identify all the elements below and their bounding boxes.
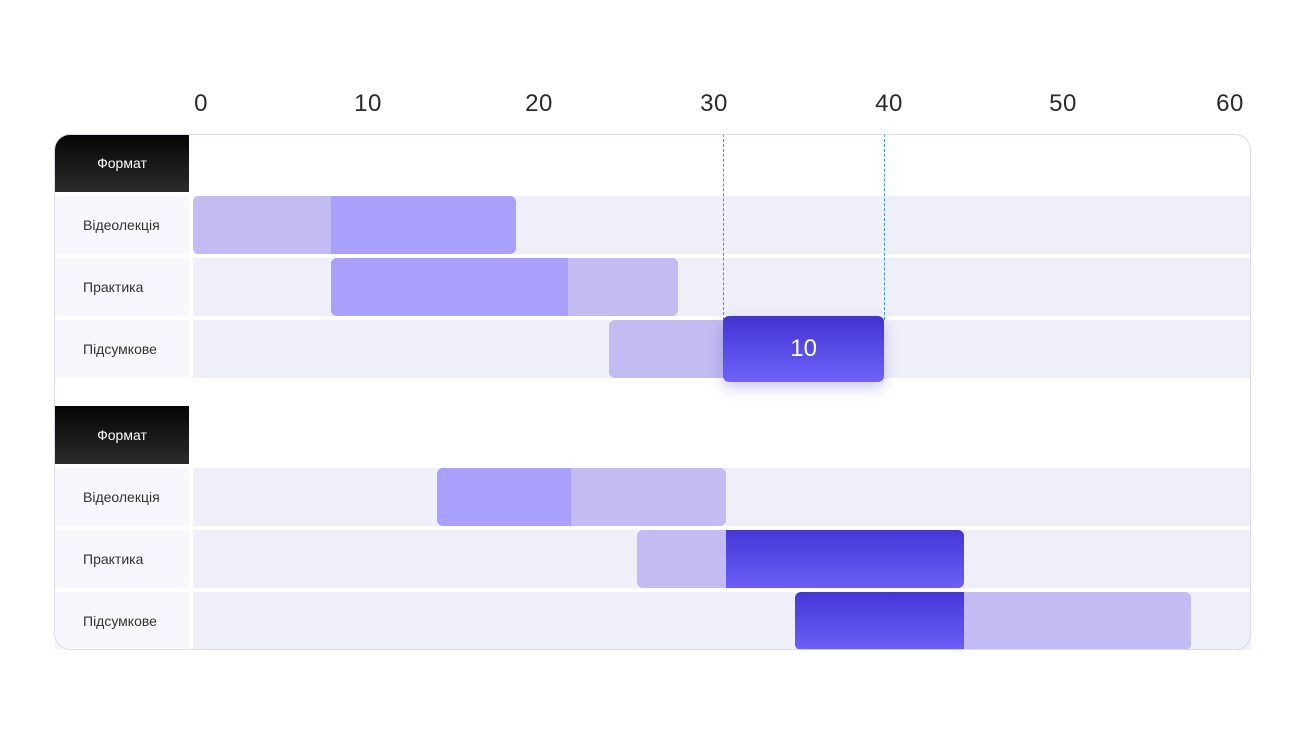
gantt-bar-segment[interactable]	[609, 320, 723, 378]
row-label: Підсумкове	[55, 320, 189, 378]
x-tick-label: 30	[700, 90, 728, 117]
x-axis: 0 10 20 30 40 50 60	[0, 0, 1310, 130]
row-label: Підсумкове	[55, 592, 189, 650]
gantt-bar-segment[interactable]	[571, 468, 727, 526]
guide-line	[722, 134, 724, 320]
group-header: Формат	[55, 406, 189, 464]
gantt-bar-segment[interactable]	[636, 530, 727, 588]
row-label: Відеолекція	[55, 468, 189, 526]
gantt-bar-segment[interactable]	[330, 258, 568, 316]
gantt-bar-segment[interactable]	[963, 592, 1191, 650]
gantt-bar-segment[interactable]	[193, 196, 331, 254]
gantt-bar-segment[interactable]	[330, 196, 517, 254]
x-tick-label: 0	[194, 90, 208, 117]
highlight-bar[interactable]: 10	[722, 316, 885, 382]
gantt-bar-segment[interactable]	[567, 258, 679, 316]
x-tick-label: 50	[1049, 90, 1077, 117]
x-tick-label: 20	[525, 90, 553, 117]
gantt-bar-segment[interactable]	[795, 592, 964, 650]
row-label: Практика	[55, 258, 189, 316]
row-label: Практика	[55, 530, 189, 588]
group-header: Формат	[55, 134, 189, 192]
gantt-bar-segment[interactable]	[437, 468, 572, 526]
row-label: Відеолекція	[55, 196, 189, 254]
x-tick-label: 60	[1216, 90, 1244, 117]
x-tick-label: 10	[354, 90, 382, 117]
guide-line	[884, 134, 886, 320]
x-tick-label: 40	[875, 90, 903, 117]
gantt-bar-segment[interactable]	[726, 530, 964, 588]
